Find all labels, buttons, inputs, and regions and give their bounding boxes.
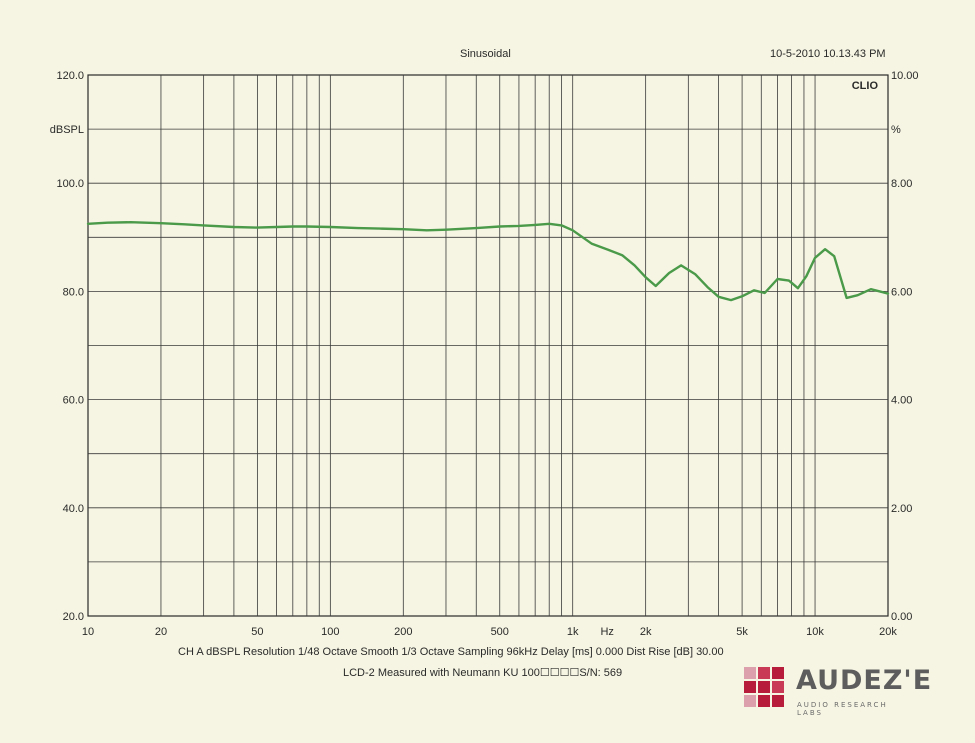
logo-wordmark: AUDEZ'E bbox=[796, 665, 933, 696]
measurement-caption: LCD-2 Measured with Neumann KU 100☐☐☐☐S/… bbox=[343, 667, 623, 679]
chart-title: Sinusoidal bbox=[460, 48, 511, 60]
x-tick-label: 20k bbox=[879, 626, 897, 638]
logo-square bbox=[758, 667, 770, 679]
logo-square bbox=[744, 681, 756, 693]
y2-tick-label: 8.00 bbox=[891, 178, 912, 190]
x-tick-label: 20 bbox=[155, 626, 167, 638]
y-tick-label: 40.0 bbox=[63, 503, 84, 515]
y-tick-label: 80.0 bbox=[63, 286, 84, 298]
x-axis-label: Hz bbox=[600, 626, 613, 638]
x-tick-label: 5k bbox=[736, 626, 748, 638]
x-tick-label: 500 bbox=[491, 626, 509, 638]
response-curve bbox=[86, 220, 890, 302]
logo-square bbox=[758, 681, 770, 693]
logo-squares-icon bbox=[744, 667, 788, 709]
x-tick-label: 50 bbox=[251, 626, 263, 638]
logo-square bbox=[744, 695, 756, 707]
y-tick-label: 120.0 bbox=[56, 70, 84, 82]
x-tick-label: 10k bbox=[806, 626, 824, 638]
logo-square bbox=[772, 681, 784, 693]
logo-square bbox=[772, 667, 784, 679]
audeze-logo: AUDEZ'E AUDIO RESEARCH LABS bbox=[744, 665, 931, 717]
y2-tick-label: 10.00 bbox=[891, 70, 919, 82]
x-tick-label: 100 bbox=[321, 626, 339, 638]
y2-axis-label: % bbox=[891, 124, 901, 136]
logo-square bbox=[744, 667, 756, 679]
y2-tick-label: 4.00 bbox=[891, 395, 912, 407]
x-tick-label: 200 bbox=[394, 626, 412, 638]
y-axis-label: dBSPL bbox=[50, 124, 84, 136]
x-tick-label: 2k bbox=[640, 626, 652, 638]
x-tick-label: 1k bbox=[567, 626, 579, 638]
y2-tick-label: 6.00 bbox=[891, 286, 912, 298]
y-tick-label: 60.0 bbox=[63, 395, 84, 407]
timestamp: 10-5-2010 10.13.43 PM bbox=[770, 48, 886, 60]
y-tick-label: 20.0 bbox=[63, 611, 84, 623]
y-tick-label: 100.0 bbox=[56, 178, 84, 190]
logo-square bbox=[772, 695, 784, 707]
y2-tick-label: 2.00 bbox=[891, 503, 912, 515]
x-tick-label: 10 bbox=[82, 626, 94, 638]
corner-label: CLIO bbox=[852, 80, 879, 92]
measurement-settings: CH A dBSPL Resolution 1/48 Octave Smooth… bbox=[178, 646, 724, 658]
logo-square bbox=[758, 695, 770, 707]
y2-tick-label: 0.00 bbox=[891, 611, 912, 623]
logo-tagline: AUDIO RESEARCH LABS bbox=[797, 701, 888, 717]
